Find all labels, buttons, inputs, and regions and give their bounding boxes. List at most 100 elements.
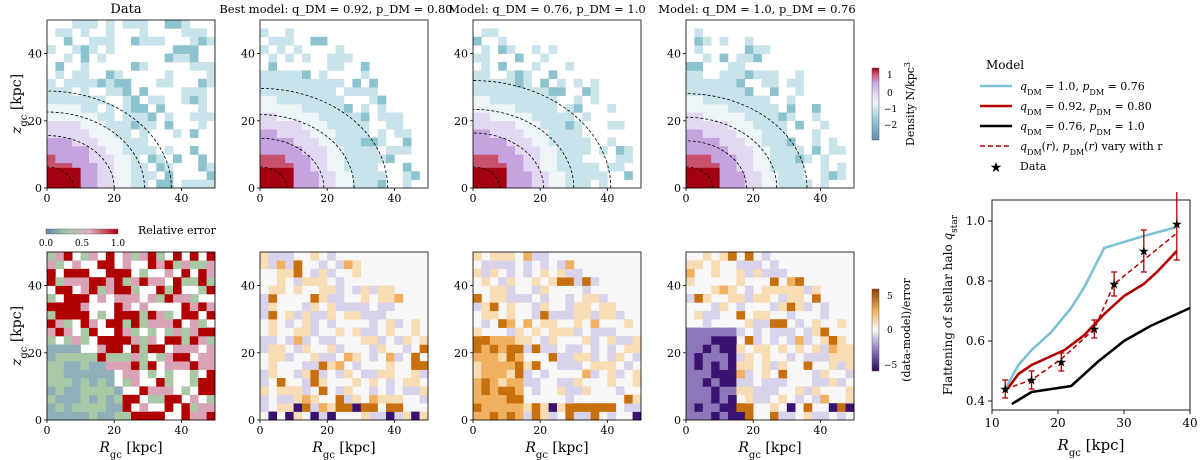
heatmap-cell: [139, 252, 149, 261]
heatmap-cell: [523, 411, 533, 421]
heatmap-cell: [47, 344, 56, 354]
heatmap-cell: [786, 302, 796, 312]
heatmap-cell: [523, 129, 533, 138]
heatmap-cell: [728, 70, 737, 80]
heatmap-cell: [778, 361, 788, 370]
density-contour: [46, 166, 75, 189]
heatmap-cell: [481, 394, 491, 404]
heatmap-cell: [812, 394, 821, 404]
heatmap-cell: [181, 344, 191, 354]
heatmap-cell: [72, 20, 81, 29]
heatmap-cell: [131, 369, 140, 379]
heatmap-cell: [318, 162, 328, 172]
heatmap-cell: [506, 129, 516, 138]
heatmap-cell: [198, 120, 207, 130]
heatmap-cell: [310, 252, 320, 261]
heatmap-cell: [285, 252, 294, 261]
heatmap-cell: [582, 137, 591, 147]
heatmap-cell: [719, 104, 729, 113]
heatmap-cell: [548, 411, 558, 421]
heatmap-cell: [694, 154, 704, 164]
heatmap-cell: [260, 394, 269, 404]
heatmap-cell: [63, 369, 73, 379]
heatmap-cell: [352, 87, 362, 96]
density-contour: [259, 88, 389, 189]
heatmap-cell: [139, 162, 149, 172]
heatmap-cell: [360, 62, 370, 71]
heatmap-cell: [744, 137, 754, 147]
heatmap-cell: [770, 260, 779, 270]
heatmap-cell: [540, 78, 549, 88]
heatmap-cell: [302, 302, 311, 312]
heatmap-cell: [728, 294, 737, 303]
y-tick-label: 0: [248, 182, 255, 195]
heatmap-cell: [63, 310, 73, 320]
heatmap-cell: [515, 327, 524, 337]
heatmap-cell: [582, 171, 591, 180]
heatmap-cell: [198, 327, 207, 337]
heatmap-cell: [352, 403, 362, 412]
heatmap-cell: [481, 45, 491, 54]
legend-label-data: Data: [1020, 160, 1047, 173]
heatmap-cell: [489, 252, 499, 261]
heatmap-cell: [489, 403, 499, 412]
heatmap-cell: [548, 403, 558, 412]
relative-error-colorbar: 0.0 0.5 1.0 Relative error: [39, 224, 217, 249]
density-contour: [259, 114, 355, 189]
heatmap-cell: [189, 302, 199, 312]
heatmap-cell: [369, 87, 378, 96]
heatmap-cell: [55, 70, 65, 80]
heatmap-cell: [89, 20, 98, 29]
heatmap-cell: [63, 78, 73, 88]
heatmap-cell: [582, 294, 591, 303]
heatmap-cell: [540, 87, 549, 96]
heatmap-cell: [548, 95, 558, 105]
heatmap-cell: [80, 310, 90, 320]
heatmap-cell: [845, 394, 855, 404]
y-tick-label: 40: [667, 280, 681, 293]
heatmap-cell: [181, 411, 191, 421]
heatmap-cell: [744, 352, 754, 362]
heatmap-cell: [63, 394, 73, 404]
heatmap-cell: [481, 319, 491, 328]
heatmap-cell: [728, 386, 737, 396]
heatmap-cell: [565, 137, 575, 147]
heatmap-cell: [565, 120, 575, 130]
heatmap-cell: [498, 260, 507, 270]
y-tick-label: 20: [28, 115, 42, 128]
heatmap-cell: [736, 344, 746, 354]
heatmap-cell: [260, 386, 269, 396]
heatmap-cell: [327, 129, 336, 138]
x-axis-label: Rgc [kpc]: [737, 440, 801, 460]
heatmap-cell: [47, 319, 56, 328]
y-tick-label: 0: [35, 414, 42, 427]
heatmap-cell: [89, 129, 98, 138]
heatmap-cell: [72, 120, 81, 130]
heatmap-cell: [778, 154, 788, 164]
legend-swatch-data-star: ★: [990, 160, 1003, 176]
heatmap-cell: [498, 45, 507, 54]
heatmap-cell: [352, 120, 362, 130]
x-tick-label: 20: [320, 424, 334, 437]
heatmap-cell: [702, 162, 712, 172]
heatmap-cell: [377, 302, 387, 312]
heatmap-cell: [523, 294, 533, 303]
heatmap-cell: [820, 310, 830, 320]
heatmap-cell: [181, 95, 191, 105]
heatmap-cell: [744, 369, 754, 379]
density-core: [47, 167, 81, 188]
heatmap-cell: [285, 70, 294, 80]
heatmap-cell: [147, 146, 157, 155]
heatmap-cell: [285, 129, 294, 138]
heatmap-cell: [394, 352, 404, 362]
heatmap-cell: [744, 268, 754, 278]
heatmap-cell: [335, 162, 345, 172]
heatmap-cell: [156, 252, 165, 261]
heatmap-cell: [736, 310, 746, 320]
heatmap-cell: [411, 319, 420, 328]
heatmap-cell: [845, 344, 855, 354]
heatmap-cell: [686, 104, 695, 113]
density-tick-m2: −2: [884, 121, 897, 131]
heatmap-cell: [285, 120, 294, 130]
heatmap-cell: [728, 162, 737, 172]
